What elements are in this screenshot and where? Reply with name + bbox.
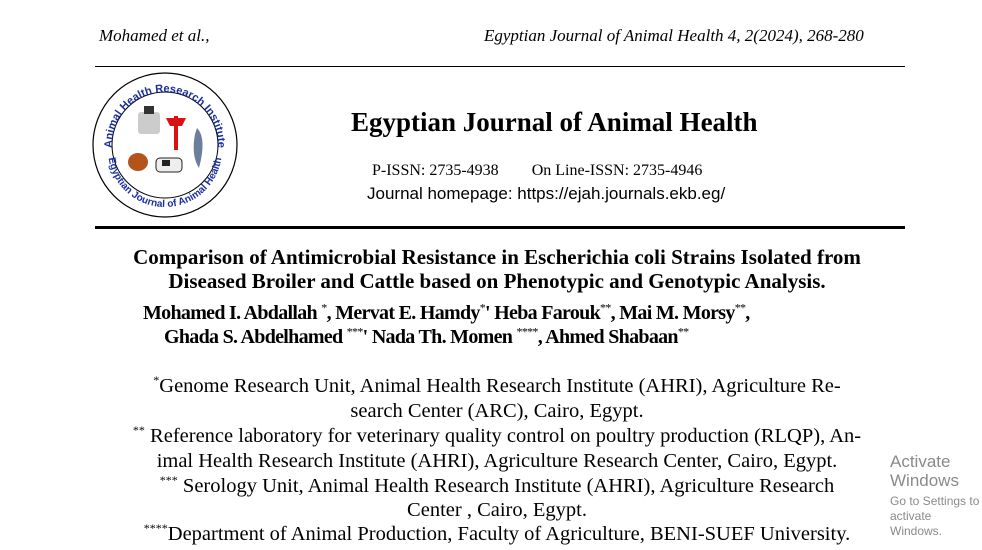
p-issn: P-ISSN: 2735-4938 [372, 162, 499, 179]
paper-title-line-2: Diseased Broiler and Cattle based on Phe… [168, 269, 826, 293]
caduceus-icon [166, 116, 186, 150]
svg-text:Animal Health Research Institu: Animal Health Research Institute [103, 83, 227, 148]
rooster-icon [128, 153, 148, 171]
affiliation-2-line-2: imal Health Research Institute (AHRI), A… [156, 450, 838, 472]
affiliation-1-line-2: search Center (ARC), Cairo, Egypt. [350, 400, 644, 422]
issn-line: P-ISSN: 2735-4938 On Line-ISSN: 2735-4946 [372, 162, 702, 180]
affiliation-1-line-1: *Genome Research Unit, Animal Health Res… [153, 373, 841, 397]
dolphin-icon [193, 128, 203, 168]
activate-windows-title: Activate Windows [890, 452, 959, 490]
affiliation-3-line-1: *** Serology Unit, Animal Health Researc… [159, 473, 835, 497]
authors-line-1: Mohamed I. Abdallah *, Mervat E. Hamdy*'… [143, 300, 750, 324]
affiliation-4: ****Department of Animal Production, Fac… [143, 521, 851, 545]
journal-logo: Animal Health Research Institute Egyptia… [92, 72, 238, 218]
affiliation-3-line-2: Center , Cairo, Egypt. [407, 499, 587, 521]
running-header-citation: Egyptian Journal of Animal Health 4, 2(2… [484, 26, 864, 45]
journal-title: Egyptian Journal of Animal Health [351, 107, 758, 137]
microscope-icon [138, 106, 160, 134]
online-issn: On Line-ISSN: 2735-4946 [531, 162, 703, 179]
affiliation-2-line-1: ** Reference laboratory for veterinary q… [132, 423, 862, 447]
paper-title-line-1: Comparison of Antimicrobial Resistance i… [133, 245, 861, 269]
journal-homepage[interactable]: Journal homepage: https://ejah.journals.… [367, 184, 726, 203]
cow-icon [155, 157, 183, 173]
authors-line-2: Ghada S. Abdelhamed ***' Nada Th. Momen … [164, 324, 689, 348]
header-rule [95, 66, 905, 67]
activate-windows-subtitle: Go to Settings to activate Windows. [890, 494, 980, 538]
title-rule [95, 226, 905, 229]
running-header-authors: Mohamed et al., [99, 26, 210, 45]
